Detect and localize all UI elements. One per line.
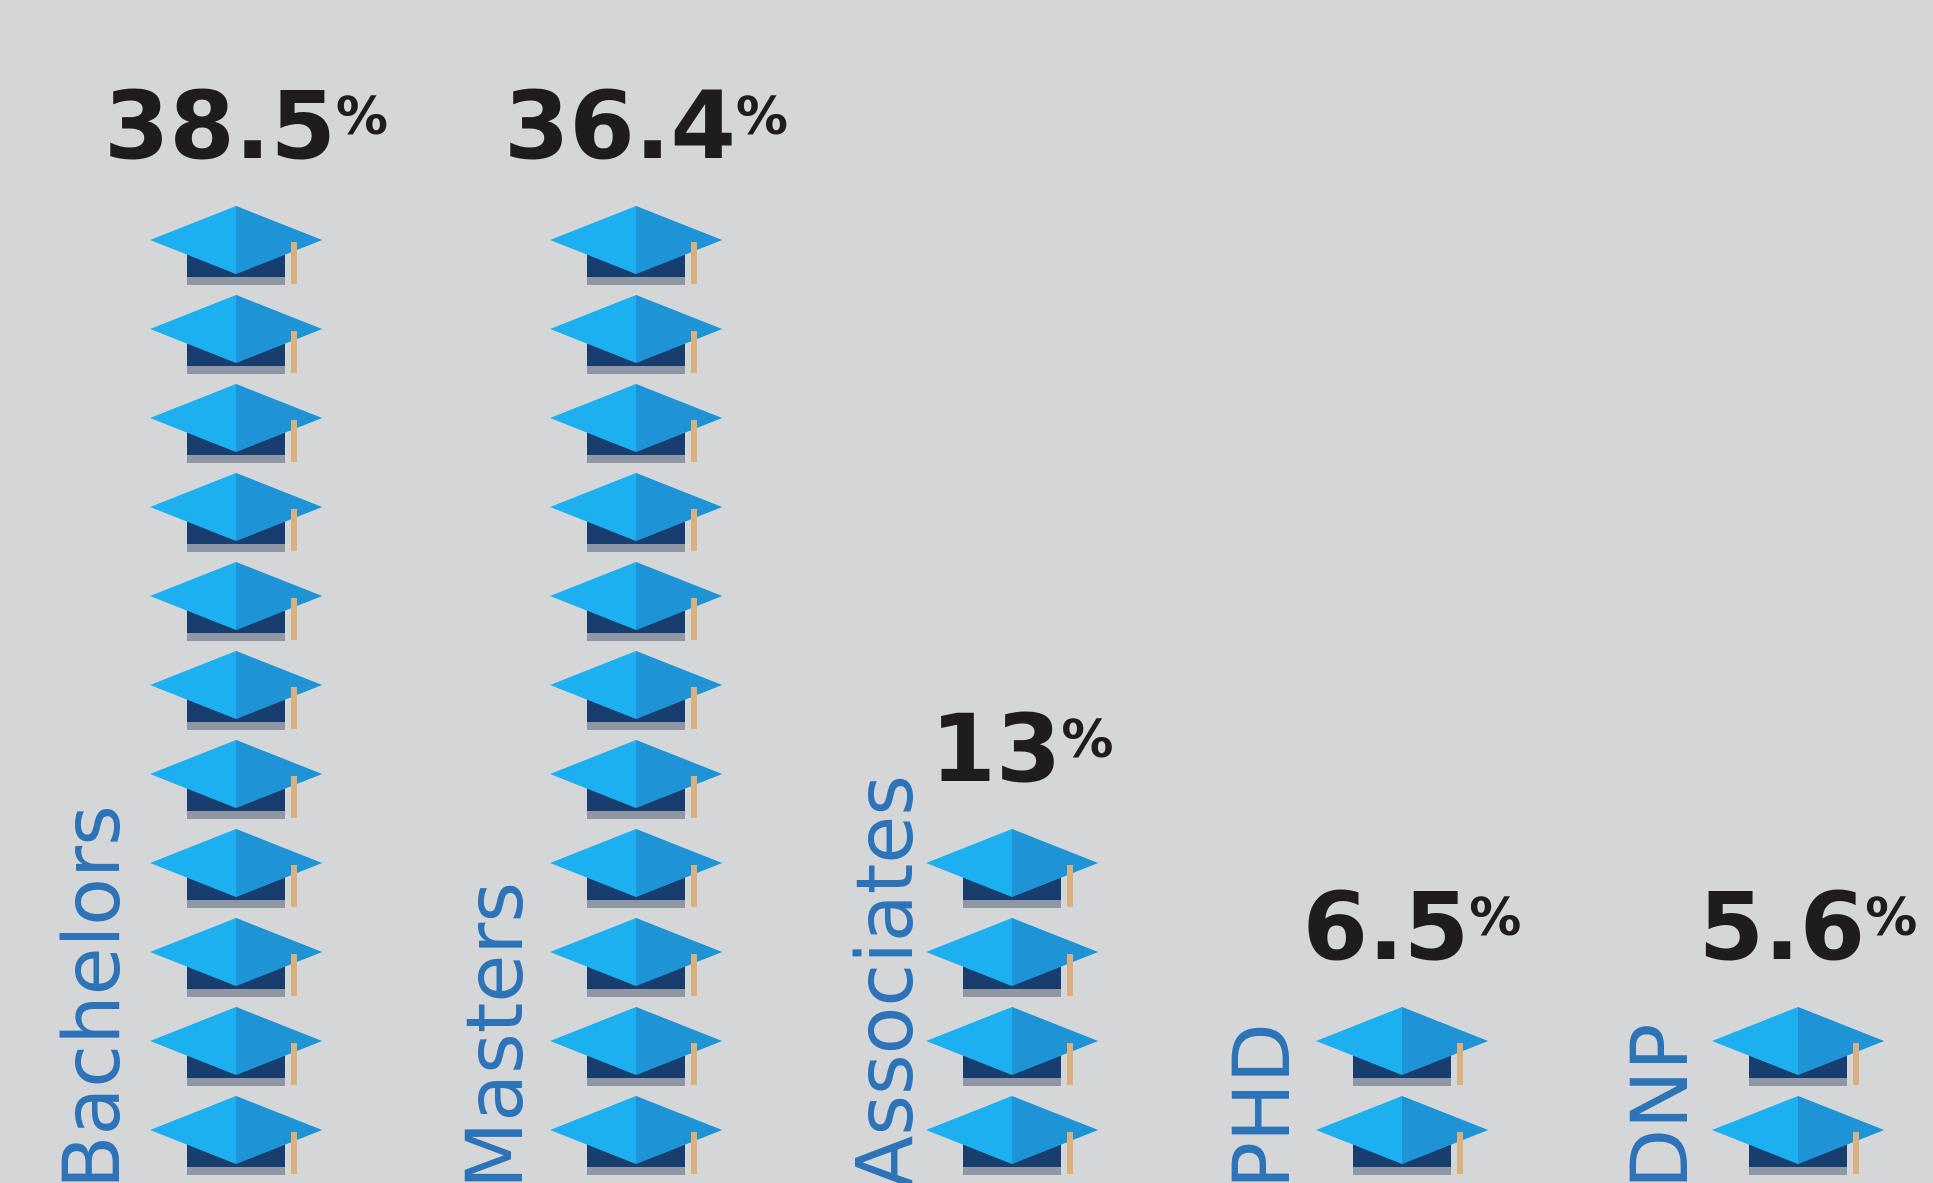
graduation-cap-icon [550,562,722,641]
value-unit: % [1469,888,1521,948]
graduation-cap-icon [926,829,1098,908]
value-number: 5.6 [1699,873,1866,982]
category-label-masters: Masters [451,882,541,1183]
graduation-cap-icon [550,1007,722,1086]
category-label-phd: PHD [1218,1023,1308,1183]
value-label-associates: 13% [931,695,1114,804]
value-unit: % [336,87,388,147]
graduation-cap-icon [150,651,322,730]
value-label-phd: 6.5% [1303,873,1522,982]
category-label-bachelors: Bachelors [48,805,138,1183]
category-label-associates: Associates [841,775,931,1183]
graduation-cap-icon [550,473,722,552]
bar-bachelors [150,206,322,1175]
value-label-masters: 36.4% [504,72,788,181]
category-label-dnp: DNP [1616,1024,1706,1183]
graduation-cap-icon [1712,1007,1884,1086]
value-number: 38.5 [104,72,336,181]
graduation-cap-icon [550,651,722,730]
value-number: 6.5 [1303,873,1470,982]
value-unit: % [736,87,788,147]
graduation-cap-icon [550,740,722,819]
graduation-cap-icon [150,384,322,463]
value-label-bachelors: 38.5% [104,72,388,181]
graduation-cap-icon [550,918,722,997]
graduation-cap-icon [1712,1096,1884,1175]
graduation-cap-icon [550,206,722,285]
graduation-cap-icon [150,1096,322,1175]
graduation-cap-icon [550,1096,722,1175]
graduation-cap-icon [150,473,322,552]
graduation-cap-icon [926,1007,1098,1086]
graduation-cap-icon [150,206,322,285]
graduation-cap-icon [1316,1096,1488,1175]
value-label-dnp: 5.6% [1699,873,1918,982]
graduation-cap-icon [550,829,722,908]
bar-associates [926,829,1098,1175]
graduation-cap-icon [150,829,322,908]
graduation-cap-icon [150,918,322,997]
value-number: 13 [931,695,1062,804]
value-unit: % [1865,888,1917,948]
graduation-cap-icon [150,295,322,374]
value-number: 36.4 [504,72,736,181]
graduation-cap-icon [550,384,722,463]
graduation-cap-icon [150,1007,322,1086]
graduation-cap-icon [150,740,322,819]
graduation-cap-icon [1316,1007,1488,1086]
graduation-cap-icon [550,295,722,374]
bar-masters [550,206,722,1175]
bar-dnp [1712,1007,1884,1175]
graduation-cap-icon [926,1096,1098,1175]
bar-phd [1316,1007,1488,1175]
value-unit: % [1061,710,1113,770]
graduation-cap-icon [926,918,1098,997]
graduation-cap-icon [150,562,322,641]
